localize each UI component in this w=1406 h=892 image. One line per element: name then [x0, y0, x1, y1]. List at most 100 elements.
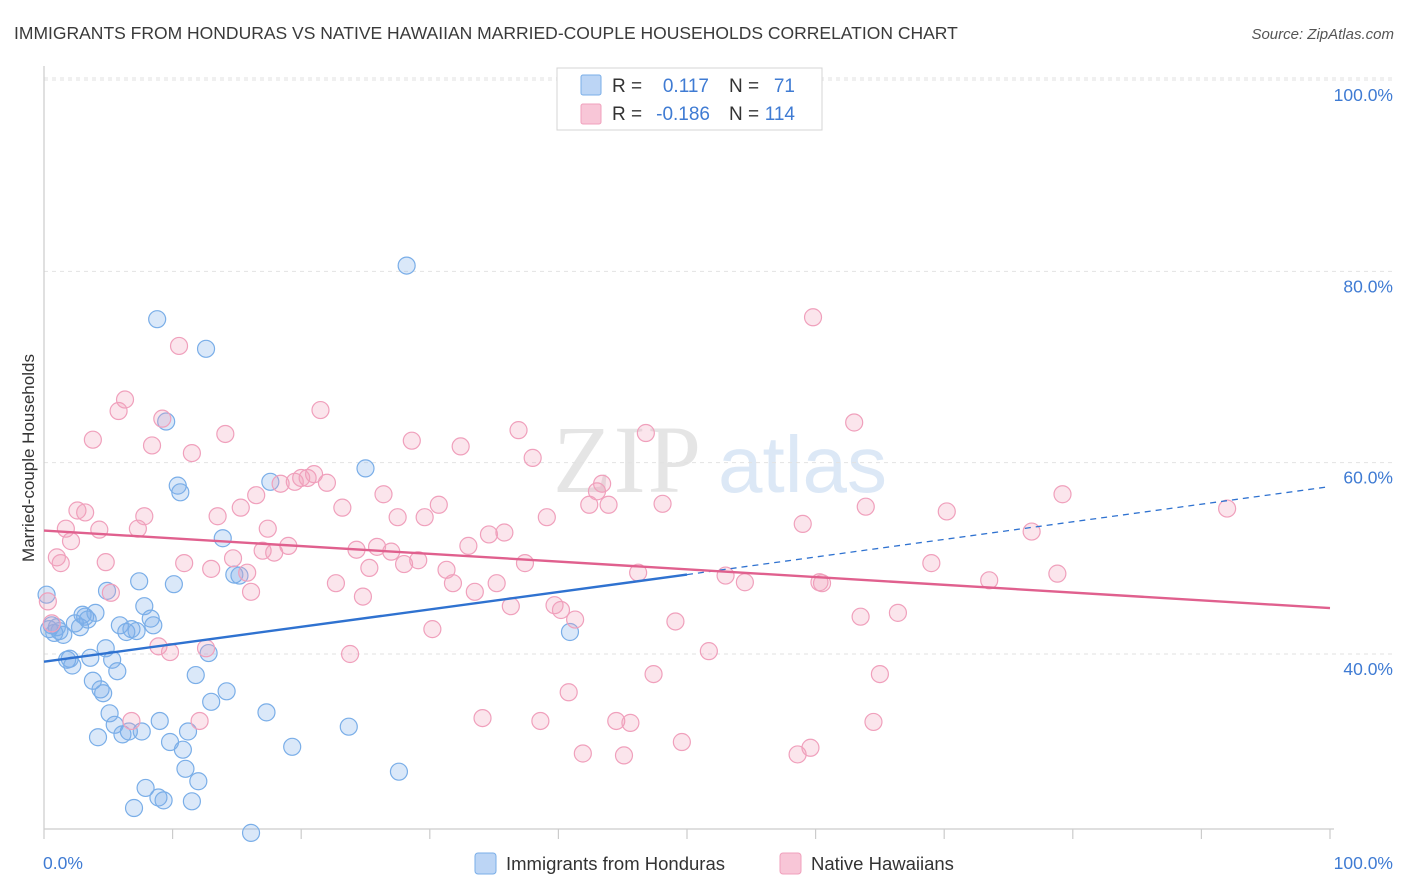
point-hawaiians — [175, 554, 194, 573]
point-hawaiians — [531, 711, 550, 731]
point-honduras — [37, 585, 56, 604]
point-hawaiians — [856, 497, 875, 516]
point-honduras — [81, 648, 100, 667]
point-hawaiians — [231, 498, 250, 517]
point-hawaiians — [922, 554, 941, 573]
point-honduras — [88, 728, 108, 747]
point-hawaiians — [51, 554, 70, 573]
x-tick-label-max: 100.0% — [1334, 853, 1393, 873]
point-hawaiians — [573, 744, 592, 763]
point-hawaiians — [672, 732, 691, 752]
point-hawaiians — [353, 587, 373, 606]
point-honduras — [119, 722, 138, 741]
point-honduras — [76, 607, 95, 626]
point-hawaiians — [415, 508, 434, 527]
point-honduras — [186, 665, 205, 685]
point-hawaiians — [666, 612, 685, 631]
point-honduras — [124, 798, 144, 818]
bottom-legend-label-hawaiians: Native Hawaiians — [811, 853, 954, 874]
point-hawaiians — [182, 444, 201, 463]
point-honduras — [136, 778, 155, 798]
point-hawaiians — [409, 551, 428, 570]
point-hawaiians — [271, 474, 290, 493]
point-hawaiians — [304, 465, 324, 484]
x-tick-label-min: 0.0% — [43, 853, 83, 873]
point-hawaiians — [311, 400, 330, 420]
stats-legend-n-label-hawaiians: N = — [729, 104, 759, 125]
y-tick-label: 60.0% — [1343, 468, 1393, 488]
y-tick-label: 80.0% — [1343, 276, 1393, 296]
point-honduras — [202, 692, 221, 711]
chart-source: Source: ZipAtlas.com — [1251, 26, 1394, 43]
point-honduras — [164, 575, 183, 594]
point-honduras — [339, 717, 358, 736]
point-hawaiians — [803, 308, 823, 327]
point-hawaiians — [223, 549, 243, 568]
point-honduras — [178, 722, 198, 741]
point-honduras — [108, 662, 127, 681]
point-honduras — [86, 603, 105, 622]
stats-legend-n-value-honduras: 71 — [774, 76, 795, 97]
point-hawaiians — [1053, 485, 1072, 504]
point-hawaiians — [599, 495, 618, 514]
point-honduras — [356, 459, 375, 478]
point-hawaiians — [190, 711, 209, 731]
point-hawaiians — [937, 502, 956, 521]
point-hawaiians — [614, 746, 634, 765]
point-hawaiians — [621, 713, 640, 732]
point-hawaiians — [1022, 522, 1041, 541]
point-hawaiians — [653, 494, 672, 513]
point-hawaiians — [735, 573, 754, 592]
point-hawaiians — [216, 424, 235, 444]
point-hawaiians — [238, 563, 257, 582]
y-tick-labels: 40.0% 60.0% 80.0% 100.0% — [1334, 85, 1393, 679]
point-hawaiians — [888, 603, 908, 622]
point-honduras — [196, 339, 216, 358]
point-honduras — [150, 711, 169, 731]
point-honduras — [397, 256, 416, 275]
stats-legend-r-value-honduras: 0.117 — [663, 76, 709, 97]
point-hawaiians — [83, 430, 102, 449]
point-honduras — [241, 823, 261, 842]
stats-legend-swatch-honduras — [580, 74, 602, 96]
point-hawaiians — [76, 503, 95, 522]
point-hawaiians — [851, 607, 870, 626]
point-hawaiians — [90, 520, 109, 539]
point-hawaiians — [443, 574, 463, 593]
point-honduras — [283, 737, 302, 756]
point-honduras — [217, 682, 236, 701]
point-honduras — [149, 788, 168, 807]
point-hawaiians — [607, 711, 626, 731]
point-hawaiians — [429, 495, 448, 514]
point-honduras — [94, 684, 113, 703]
watermark-atlas: atlas — [718, 420, 887, 509]
point-honduras — [148, 310, 167, 329]
scatter-points — [37, 256, 1237, 842]
point-hawaiians — [515, 554, 535, 573]
point-hawaiians — [394, 554, 414, 574]
watermark: ZIP atlas — [553, 406, 887, 513]
point-hawaiians — [523, 448, 542, 467]
point-hawaiians — [864, 712, 883, 732]
y-axis-label: Married-couple Households — [19, 354, 38, 562]
chart-title: IMMIGRANTS FROM HONDURAS VS NATIVE HAWAI… — [14, 23, 958, 43]
point-honduras — [100, 704, 119, 723]
point-hawaiians — [644, 664, 663, 684]
point-honduras — [127, 621, 146, 641]
point-hawaiians — [122, 711, 141, 731]
bottom-legend-swatch-honduras — [474, 852, 497, 875]
watermark-zip: ZIP — [553, 406, 703, 513]
point-hawaiians — [360, 558, 379, 578]
point-hawaiians — [487, 574, 506, 593]
point-hawaiians — [551, 600, 571, 620]
point-hawaiians — [845, 413, 864, 432]
point-hawaiians — [258, 519, 277, 538]
bottom-legend: Immigrants from Honduras Native Hawaiian… — [474, 852, 954, 875]
point-hawaiians — [699, 642, 718, 661]
point-hawaiians — [559, 683, 578, 702]
point-hawaiians — [96, 553, 115, 572]
point-honduras — [154, 791, 173, 810]
stats-legend-r-label-hawaiians: R = — [612, 104, 642, 125]
stats-legend-n-label-honduras: N = — [729, 76, 759, 97]
